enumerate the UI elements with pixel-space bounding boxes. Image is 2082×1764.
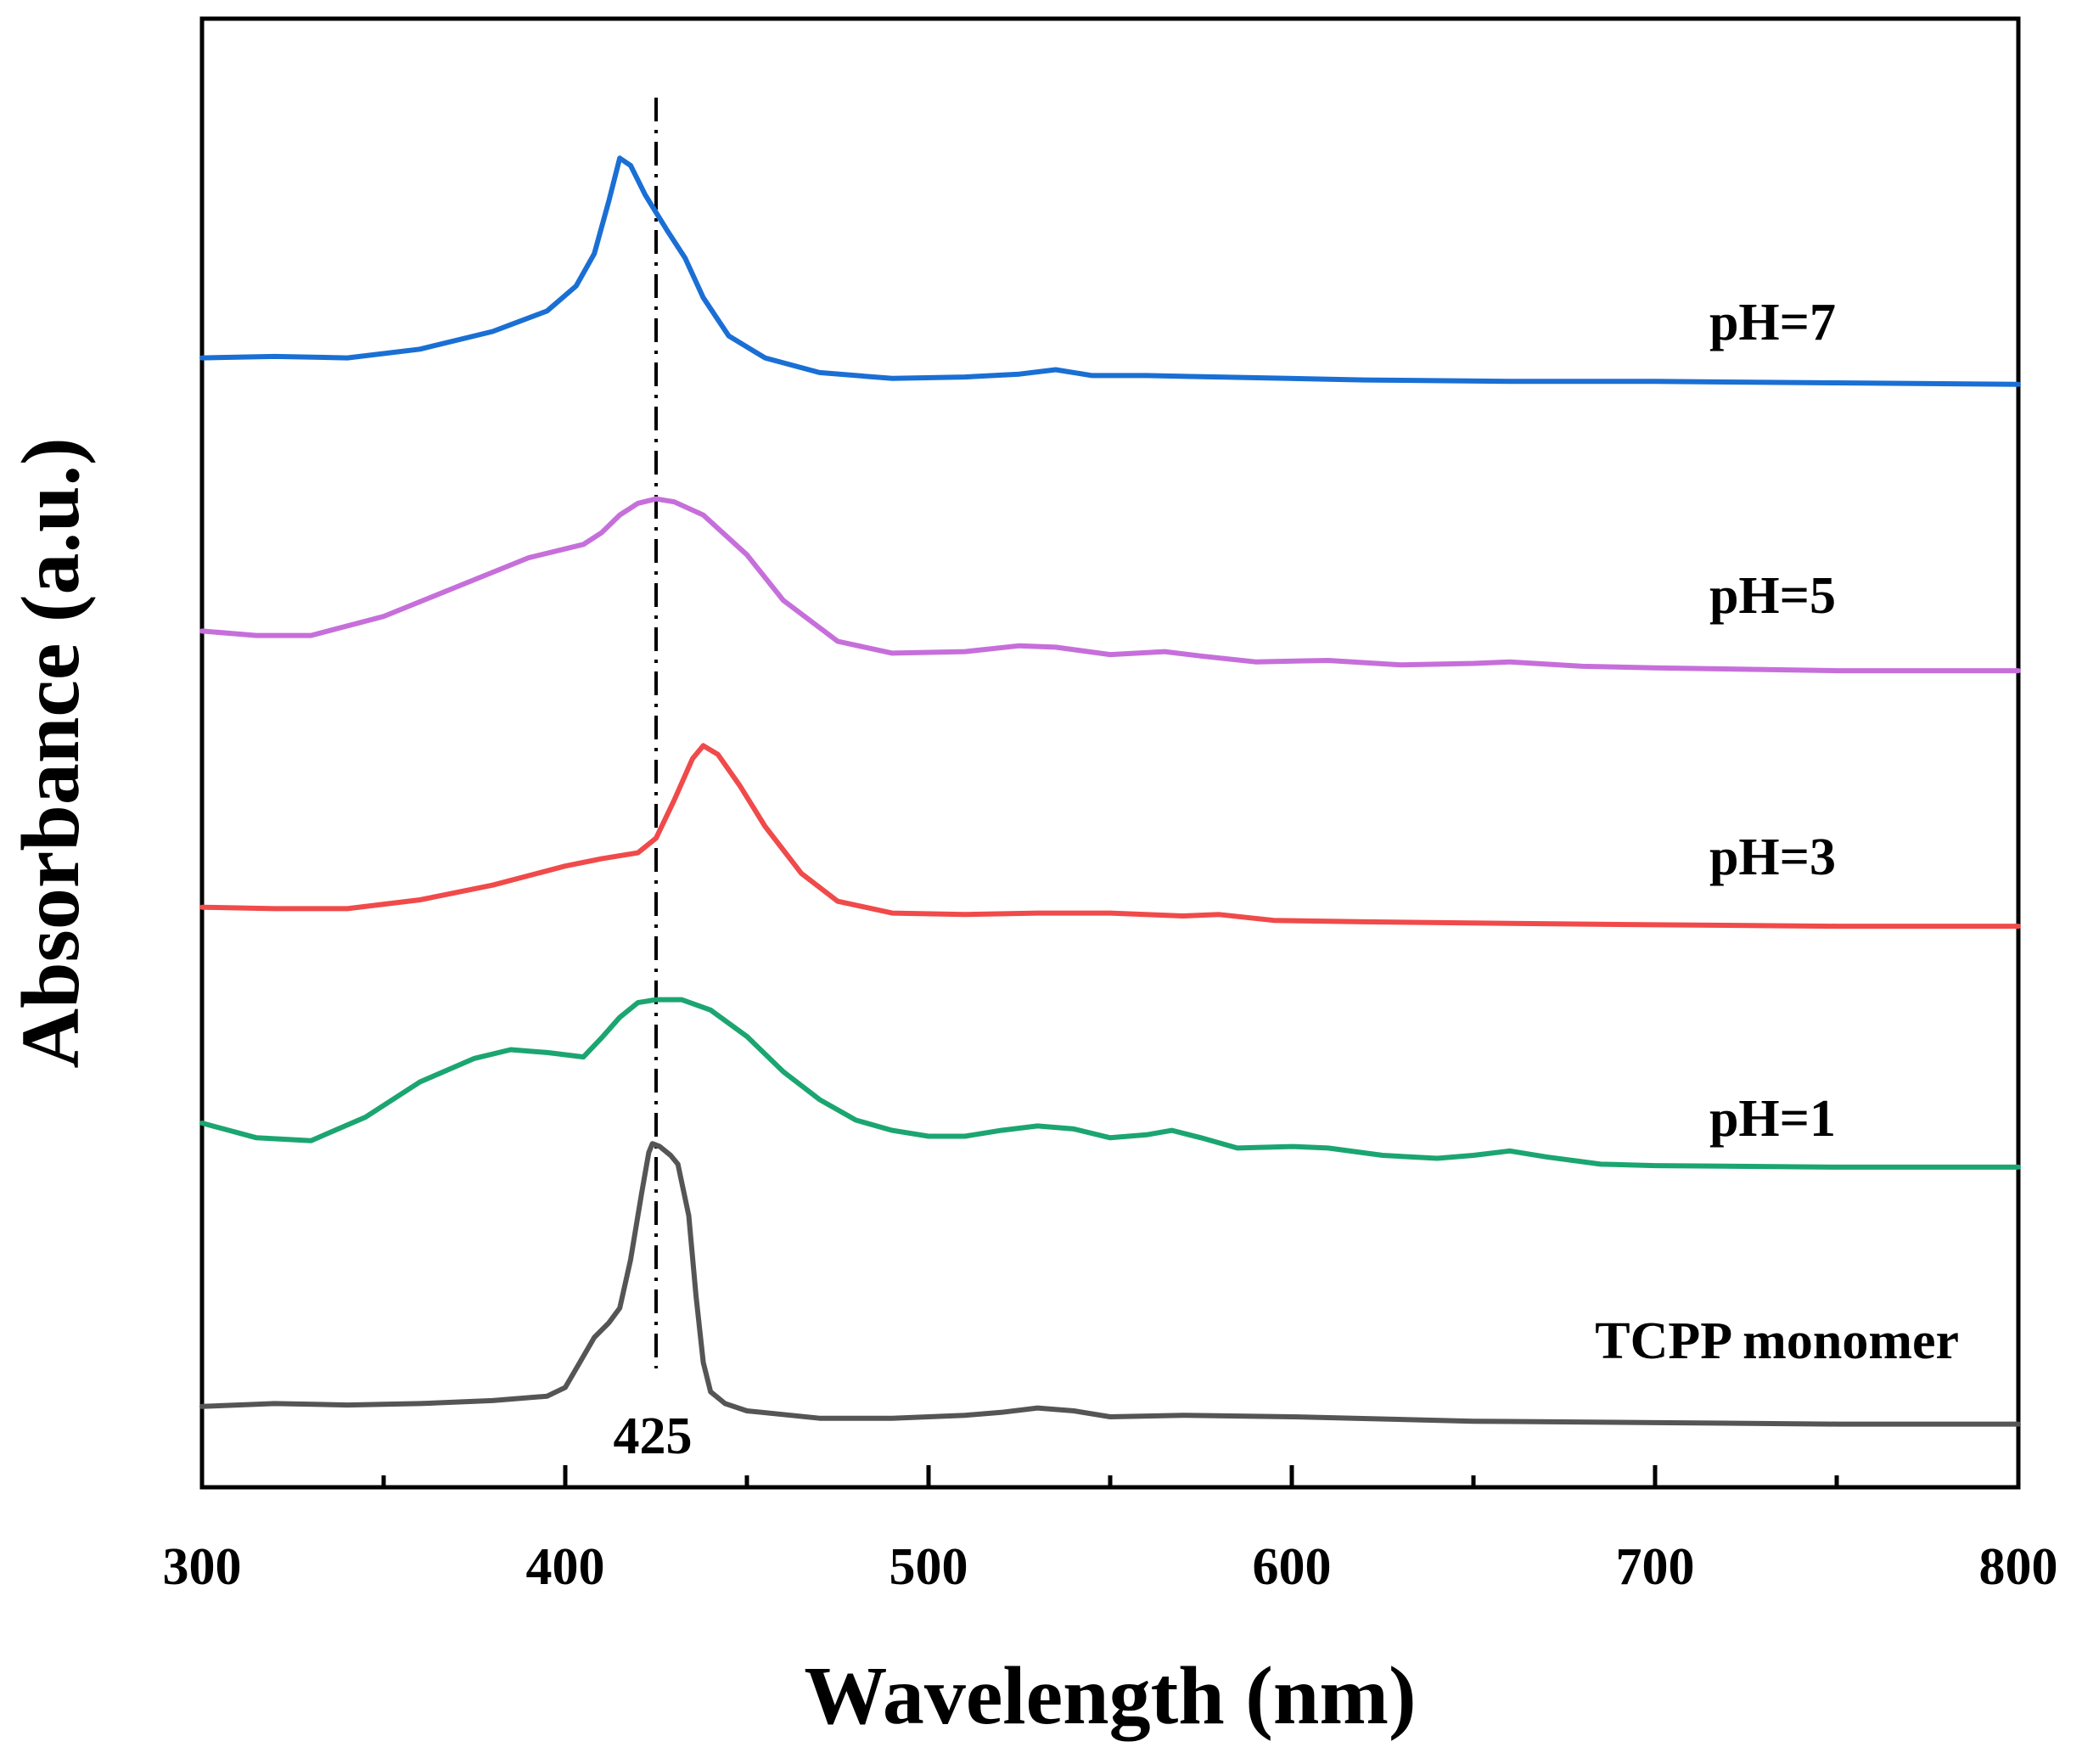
x-axis-ticks — [199, 1465, 2021, 1487]
series-label: pH=3 — [1709, 829, 1836, 886]
reference-line-label: 425 — [614, 1407, 693, 1465]
x-tick-label: 500 — [889, 1538, 968, 1596]
plot-frame — [199, 16, 2021, 1490]
series-label: pH=1 — [1709, 1090, 1836, 1148]
series-label: pH=5 — [1709, 567, 1836, 625]
series-label: pH=7 — [1709, 294, 1836, 351]
series-line-ph-5 — [199, 496, 2021, 674]
x-tick-label: 300 — [163, 1538, 242, 1596]
series-line-ph-3 — [199, 743, 2021, 930]
series-line-ph-1 — [199, 997, 2021, 1170]
series-labels: TCPP monomer pH=1 pH=3 pH=5 pH=7 — [1595, 294, 1959, 1370]
series-label: TCPP monomer — [1595, 1312, 1959, 1370]
series-line-ph-7 — [199, 155, 2021, 387]
x-axis-title: Wavelength (nm) — [804, 1650, 1416, 1742]
x-tick-label: 600 — [1253, 1538, 1332, 1596]
x-tick-label: 800 — [1979, 1538, 2058, 1596]
x-axis-tick-labels: 300 400 500 600 700 800 — [163, 1538, 2058, 1596]
series-line-tcpp-monomer — [199, 1141, 2021, 1427]
x-tick-label: 700 — [1616, 1538, 1695, 1596]
y-axis-title: Absorbance (a.u.) — [5, 437, 97, 1068]
x-tick-label: 400 — [526, 1538, 605, 1596]
series-layer — [199, 155, 2021, 1427]
